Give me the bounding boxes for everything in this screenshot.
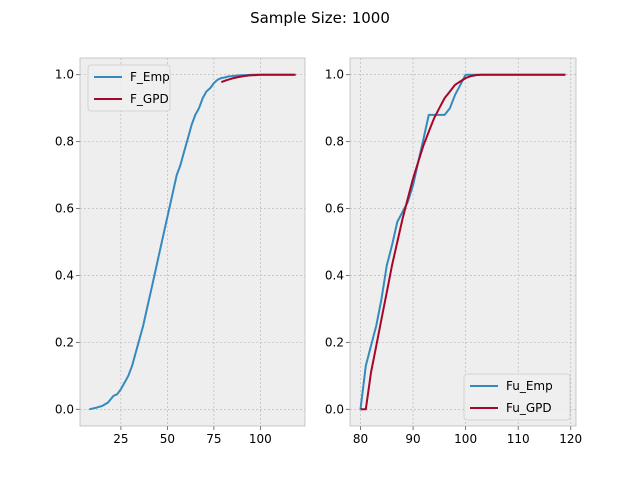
plot-frame (349, 57, 577, 427)
legend: Fu_Emp Fu_GPD (463, 373, 571, 421)
plot-frame (79, 57, 306, 427)
x-tick-label: 90 (405, 432, 420, 446)
x-tick-label: 120 (559, 432, 582, 446)
y-tick-label: 0.8 (325, 135, 344, 149)
y-tick-label: 0.8 (55, 135, 74, 149)
x-tick-label: 100 (249, 432, 272, 446)
y-tick-label: 0.4 (325, 268, 344, 282)
left-subplot: 25 50 75 100 0.0 0.2 0.4 0.6 0.8 1.0 F_Emp F_GPD (55, 57, 306, 446)
x-tick-label: 75 (206, 432, 221, 446)
legend-label: F_GPD (130, 92, 169, 106)
legend-label: Fu_Emp (506, 379, 553, 393)
y-tick-label: 0.2 (325, 335, 344, 349)
y-tick-label: 0.0 (55, 402, 74, 416)
y-tick-label: 0.0 (325, 402, 344, 416)
y-tick-label: 0.4 (55, 268, 74, 282)
y-tick-label: 1.0 (325, 68, 344, 82)
x-tick-label: 25 (113, 432, 128, 446)
x-tick-label: 100 (454, 432, 477, 446)
legend: F_Emp F_GPD (87, 64, 171, 112)
legend-label: F_Emp (130, 70, 170, 84)
y-tick-label: 0.6 (55, 202, 74, 216)
y-tick-label: 0.2 (55, 335, 74, 349)
series-line-fu-gpd (360, 73, 566, 411)
series-line-f-gpd (220, 73, 296, 84)
series-line-f-emp (89, 73, 294, 411)
y-tick-label: 0.6 (325, 202, 344, 216)
x-tick-label: 50 (160, 432, 175, 446)
plot-area (80, 58, 305, 426)
x-tick-label: 110 (507, 432, 530, 446)
figure-suptitle: Sample Size: 1000 (250, 9, 390, 27)
right-subplot: 80 90 100 110 1200.00.20.40.60.81.0Fu_EmpFu_… (325, 57, 582, 446)
x-tick-label: 80 (353, 432, 368, 446)
y-tick-label: 1.0 (55, 68, 74, 82)
plot-area (350, 58, 576, 426)
legend-label: Fu_GPD (506, 401, 552, 415)
